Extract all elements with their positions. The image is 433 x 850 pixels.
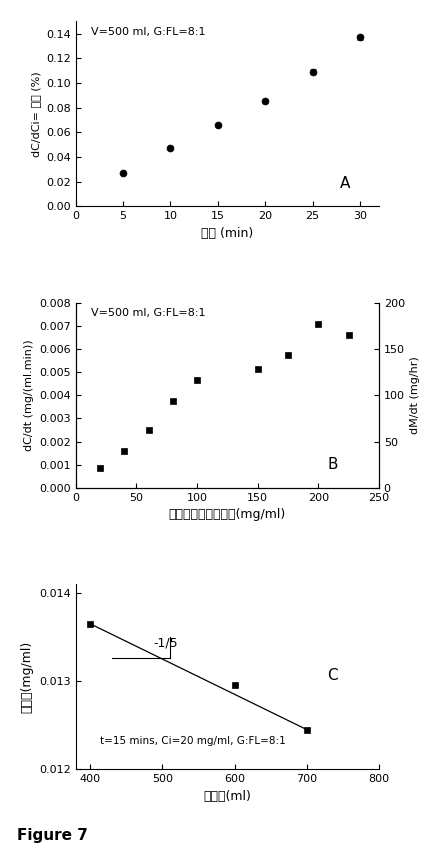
- Text: V=500 ml, G:FL=8:1: V=500 ml, G:FL=8:1: [91, 309, 205, 318]
- Text: A: A: [339, 176, 350, 191]
- Text: C: C: [327, 668, 338, 683]
- Y-axis label: dC/dt (mg/(ml.min)): dC/dt (mg/(ml.min)): [24, 339, 34, 451]
- Text: t=15 mins, Ci=20 mg/ml, G:FL=8:1: t=15 mins, Ci=20 mg/ml, G:FL=8:1: [100, 736, 286, 746]
- X-axis label: 容量　(ml): 容量 (ml): [204, 790, 251, 802]
- Text: B: B: [327, 457, 338, 473]
- Y-axis label: 濃度　(mg/ml): 濃度 (mg/ml): [21, 641, 34, 713]
- Text: V=500 ml, G:FL=8:1: V=500 ml, G:FL=8:1: [91, 27, 205, 37]
- Text: -1/5: -1/5: [153, 637, 178, 650]
- Text: Figure 7: Figure 7: [17, 828, 88, 843]
- Y-axis label: dM/dt (mg/hr): dM/dt (mg/hr): [410, 356, 420, 434]
- X-axis label: 時間 (min): 時間 (min): [201, 227, 253, 240]
- X-axis label: グラファイト濃度　(mg/ml): グラファイト濃度 (mg/ml): [169, 508, 286, 521]
- Y-axis label: dC/dCi= 収率 (%): dC/dCi= 収率 (%): [31, 71, 41, 156]
